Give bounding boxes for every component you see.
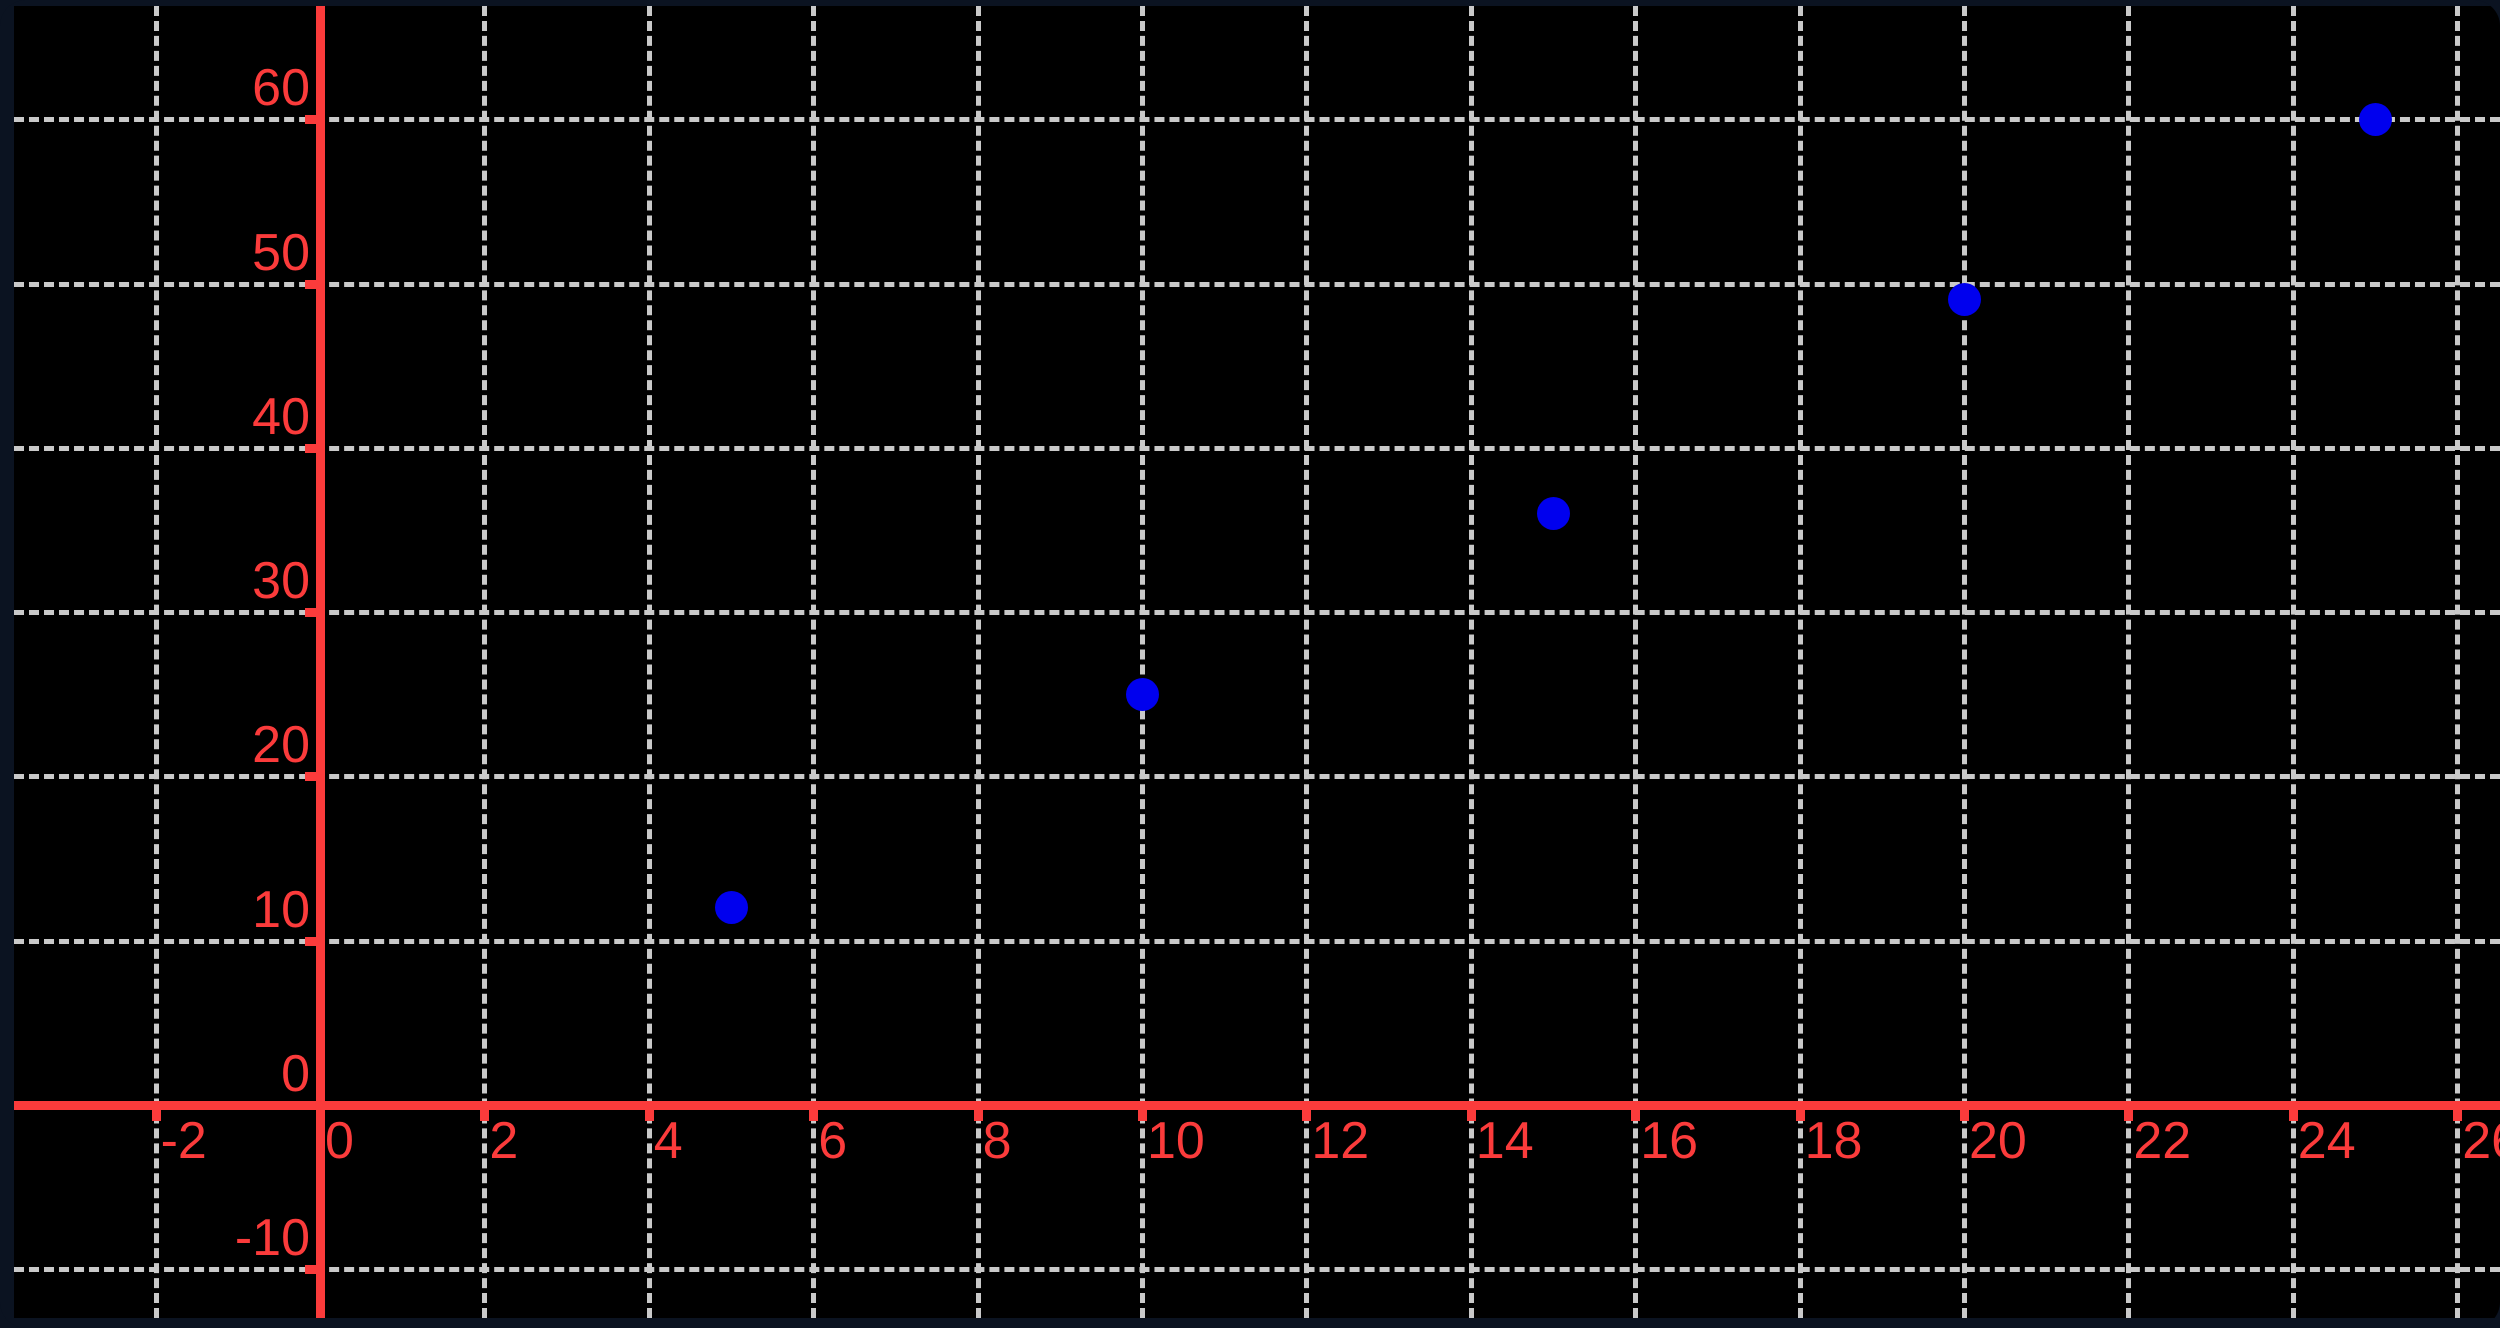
y-tick-label: 10 — [252, 880, 310, 939]
x-tick-label: 16 — [1640, 1112, 1699, 1170]
x-axis-tick — [973, 1101, 983, 1121]
data-point[interactable] — [1947, 283, 1981, 317]
gridline-vertical — [153, 6, 159, 1318]
x-tick-label: 8 — [982, 1112, 1012, 1170]
y-axis-line — [316, 6, 325, 1318]
x-tick-label: 4 — [653, 1112, 683, 1170]
x-axis-tick — [2453, 1101, 2463, 1121]
x-axis-tick — [809, 1101, 819, 1121]
x-axis-tick — [2288, 1101, 2298, 1121]
gridline-horizontal — [14, 774, 2500, 780]
gridline-vertical — [1468, 6, 1474, 1318]
gridline-vertical — [2126, 6, 2132, 1318]
y-axis-tick — [305, 608, 325, 618]
gridline-vertical — [482, 6, 488, 1318]
y-axis-tick — [305, 443, 325, 453]
gridline-vertical — [646, 6, 652, 1318]
y-tick-label: 60 — [252, 59, 310, 118]
y-axis-tick — [305, 772, 325, 782]
data-point[interactable] — [1536, 497, 1570, 531]
gridline-horizontal — [14, 1267, 2500, 1273]
x-axis-tick — [1466, 1101, 1476, 1121]
x-axis-tick — [1631, 1101, 1641, 1121]
x-tick-label: 22 — [2133, 1112, 2192, 1170]
data-point[interactable] — [714, 891, 748, 925]
y-axis-tick — [305, 279, 325, 289]
x-axis-tick — [1795, 1101, 1805, 1121]
gridline-vertical — [1304, 6, 1310, 1318]
x-tick-label: 0 — [325, 1112, 354, 1170]
y-axis-tick — [305, 936, 325, 946]
gridline-vertical — [1962, 6, 1967, 1318]
x-tick-label: 24 — [2297, 1112, 2356, 1170]
x-tick-label: 18 — [1804, 1112, 1863, 1170]
y-tick-label: 50 — [252, 223, 310, 282]
y-tick-label: 20 — [252, 716, 310, 775]
gridline-vertical — [1797, 6, 1803, 1318]
data-point[interactable] — [1125, 677, 1159, 711]
y-axis-tick — [305, 1265, 325, 1275]
y-tick-label: 40 — [252, 387, 310, 446]
gridline-vertical — [2290, 6, 2296, 1318]
y-axis-tick — [305, 115, 325, 125]
x-tick-label: -2 — [160, 1112, 207, 1170]
data-point[interactable] — [2358, 102, 2392, 136]
gridline-vertical — [811, 6, 817, 1318]
gridline-vertical — [2455, 6, 2461, 1318]
x-axis-tick — [480, 1101, 490, 1121]
gridline-horizontal — [14, 445, 2500, 451]
y-tick-label: 0 — [281, 1045, 310, 1103]
plot-area: -202468101214161820222426-10010203040506… — [14, 6, 2500, 1318]
x-tick-label: 26 — [2462, 1112, 2500, 1170]
x-tick-label: 12 — [1311, 1112, 1370, 1170]
x-axis-line — [14, 1101, 2500, 1110]
gridline-horizontal — [14, 610, 2500, 616]
x-axis-tick — [2124, 1101, 2134, 1121]
gridline-horizontal — [14, 938, 2500, 944]
gridline-horizontal — [14, 281, 2500, 287]
gridline-vertical — [975, 6, 981, 1318]
x-tick-label: 10 — [1147, 1112, 1205, 1170]
gridline-vertical — [1140, 6, 1145, 1318]
x-axis-tick — [1302, 1101, 1312, 1121]
x-axis-tick — [1960, 1101, 1969, 1121]
x-axis-tick — [1138, 1101, 1147, 1121]
gridline-vertical — [1633, 6, 1639, 1318]
x-tick-label: 6 — [818, 1112, 848, 1170]
x-tick-label: 14 — [1475, 1112, 1534, 1170]
x-tick-label: 2 — [489, 1112, 519, 1170]
x-axis-tick — [151, 1101, 161, 1121]
y-tick-label: 30 — [252, 552, 310, 611]
x-axis-tick — [644, 1101, 654, 1121]
gridline-horizontal — [14, 117, 2500, 123]
x-tick-label: 20 — [1969, 1112, 2027, 1170]
y-tick-label: -10 — [234, 1209, 310, 1268]
